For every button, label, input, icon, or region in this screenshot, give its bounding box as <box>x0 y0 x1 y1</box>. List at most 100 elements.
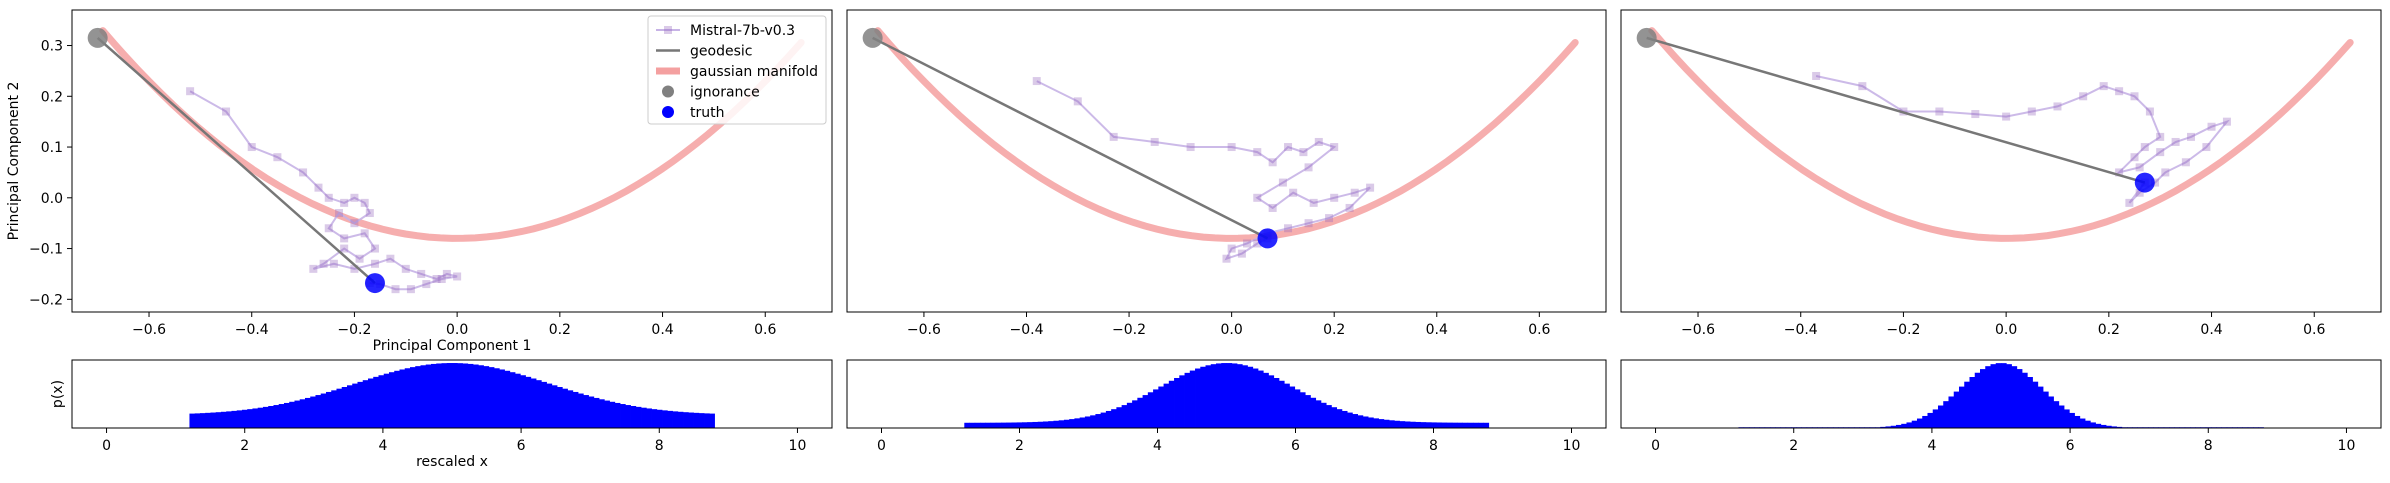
hist-bar-2-49 <box>1221 363 1227 428</box>
hist-bar-2-42 <box>1184 372 1191 428</box>
hist-bar-1-80 <box>609 401 616 428</box>
trajectory-point-1-0 <box>186 87 195 96</box>
hist-bar-1-28 <box>336 388 343 428</box>
scatter-xtick-label-2-4: 0.2 <box>1323 322 1345 338</box>
hist-bar-1-21 <box>299 399 306 428</box>
hist-bar-2-47 <box>1210 364 1217 428</box>
scatter-xtick-label-1-0: −0.6 <box>132 322 166 338</box>
trajectory-point-1-22 <box>350 264 359 273</box>
trajectory-point-2-27 <box>1227 244 1236 253</box>
hist-bar-2-92 <box>1446 422 1453 428</box>
hist-bar-2-84 <box>1404 421 1411 428</box>
hist-bar-2-20 <box>1069 419 1075 428</box>
legend-truth-marker <box>662 106 674 118</box>
legend-label-manifold: gaussian manifold <box>690 64 818 80</box>
hist-bar-1-2 <box>199 413 206 428</box>
hist-bar-1-41 <box>404 368 411 428</box>
hist-xtick-label-3-1: 2 <box>1789 438 1798 454</box>
scatter-xtick-label-2-6: 0.6 <box>1528 322 1550 338</box>
geodesic-line-1 <box>96 36 376 285</box>
hist-bar-2-74 <box>1352 414 1358 428</box>
hist-bar-1-78 <box>599 399 605 428</box>
hist-bar-3-61 <box>2058 405 2065 428</box>
hist-bar-2-1 <box>969 422 976 428</box>
hist-bar-3-52 <box>2011 366 2018 428</box>
trajectory-point-3-13 <box>2156 132 2165 141</box>
geodesic-line-2 <box>872 36 1269 240</box>
histogram-panel-2 <box>964 363 1490 428</box>
hist-bar-2-9 <box>1011 422 1018 428</box>
hist-bar-2-43 <box>1189 370 1196 428</box>
hist-bar-1-48 <box>441 363 448 428</box>
hist-bar-2-83 <box>1399 421 1406 428</box>
hist-bar-2-51 <box>1231 363 1238 428</box>
trajectory-line-1 <box>189 90 458 291</box>
trajectory-point-3-0 <box>1812 71 1821 80</box>
trajectory-point-2-29 <box>1237 249 1246 258</box>
trajectory-point-3-1 <box>1858 82 1867 91</box>
hist-bar-2-97 <box>1472 422 1479 428</box>
hist-bar-3-53 <box>2016 369 2023 428</box>
trajectory-point-1-9 <box>360 198 369 207</box>
hist-xtick-label-3-4: 8 <box>2204 438 2213 454</box>
hist-bar-1-54 <box>473 364 479 428</box>
hist-bar-2-19 <box>1063 419 1070 428</box>
trajectory-point-2-21 <box>1345 203 1354 212</box>
trajectory-point-2-7 <box>1268 158 1277 167</box>
trajectory-point-2-3 <box>1150 137 1159 146</box>
hist-bar-3-29 <box>1890 425 1897 428</box>
hist-bar-2-57 <box>1263 372 1269 428</box>
trajectory-point-2-28 <box>1222 254 1231 263</box>
scatter-frame-3 <box>1620 9 2382 313</box>
hist-bar-2-21 <box>1074 418 1081 428</box>
hist-bar-2-78 <box>1373 418 1379 428</box>
ignorance-point-1 <box>87 27 108 48</box>
scatter-xtick-label-3-6: 0.6 <box>2303 322 2325 338</box>
hist-bar-1-52 <box>462 363 469 428</box>
hist-bar-1-47 <box>436 363 442 428</box>
scatter-xtick-label-2-2: −0.2 <box>1112 322 1146 338</box>
trajectory-point-2-23 <box>1304 219 1313 228</box>
hist-bar-2-11 <box>1021 422 1028 428</box>
trajectory-point-1-6 <box>324 193 333 202</box>
hist-bar-1-76 <box>588 396 595 428</box>
hist-bar-2-25 <box>1095 414 1102 428</box>
hist-bar-3-36 <box>1927 412 1934 428</box>
scatter-xtick-label-1-5: 0.4 <box>651 322 673 338</box>
hist-bar-3-47 <box>1985 366 1991 428</box>
hist-bar-2-70 <box>1331 407 1338 428</box>
geodesic-line-3 <box>1646 36 2146 184</box>
scatter-panel-3 <box>1636 27 2354 242</box>
scatter-ytick-label-1-3: 0.1 <box>41 140 63 156</box>
hist-bar-2-65 <box>1305 395 1311 428</box>
hist-xtick-label-2-3: 6 <box>1291 438 1300 454</box>
hist-bar-3-55 <box>2027 377 2033 428</box>
hist-bar-1-96 <box>693 412 700 428</box>
hist-bar-1-40 <box>399 369 406 428</box>
legend: Mistral-7b-v0.3 geodesic gaussian manifold… <box>647 15 827 125</box>
hist-bar-1-11 <box>247 409 253 428</box>
trajectory-point-3-22 <box>2222 117 2231 126</box>
trajectory-point-3-5 <box>2002 112 2011 121</box>
hist-bar-1-60 <box>504 370 511 428</box>
legend-box <box>647 15 827 125</box>
hist-bar-3-38 <box>1937 405 1944 428</box>
trajectory-point-1-32 <box>406 285 415 294</box>
hist-bar-1-75 <box>583 395 589 428</box>
hist-bar-1-95 <box>688 412 694 428</box>
hist-frame-1 <box>71 359 833 429</box>
hist-bar-1-65 <box>530 378 537 428</box>
hist-bar-1-16 <box>273 405 280 428</box>
hist-xtick-label-2-2: 4 <box>1153 438 1162 454</box>
hist-bar-1-8 <box>231 410 238 428</box>
trajectory-point-1-29 <box>453 272 462 281</box>
trajectory-point-1-15 <box>360 229 369 238</box>
trajectory-point-1-20 <box>309 264 318 273</box>
hist-xtick-label-2-0: 0 <box>877 438 886 454</box>
hist-bar-1-9 <box>236 410 243 428</box>
trajectory-point-1-18 <box>340 244 349 253</box>
trajectory-point-2-4 <box>1186 143 1195 152</box>
legend-label-series: Mistral-7b-v0.3 <box>690 23 795 39</box>
hist-bar-1-81 <box>614 402 621 428</box>
hist-xtick-label-3-0: 0 <box>1651 438 1660 454</box>
